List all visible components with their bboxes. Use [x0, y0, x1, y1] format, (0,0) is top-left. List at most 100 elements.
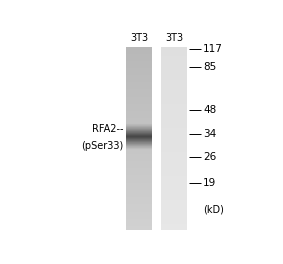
Bar [127, 199, 152, 200]
Bar [162, 96, 187, 97]
Bar [127, 213, 152, 214]
Bar [127, 169, 152, 170]
Bar [162, 128, 187, 129]
Bar [162, 74, 187, 75]
Bar [127, 69, 152, 70]
Bar [162, 197, 187, 198]
Bar [127, 105, 152, 106]
Bar [162, 92, 187, 93]
Bar [162, 226, 187, 227]
Bar [127, 50, 152, 51]
Bar [162, 88, 187, 89]
Bar [162, 145, 187, 146]
Bar [162, 76, 187, 77]
Bar [127, 60, 152, 61]
Bar [162, 121, 187, 122]
Bar [162, 186, 187, 187]
Bar [127, 203, 152, 204]
Bar [162, 162, 187, 163]
Bar [127, 164, 152, 165]
Bar [162, 86, 187, 87]
Bar [162, 183, 187, 184]
Bar [162, 187, 187, 188]
Bar [127, 126, 152, 127]
Bar [127, 142, 152, 143]
Bar [127, 220, 152, 221]
Text: RFA2--: RFA2-- [92, 124, 123, 134]
Bar [127, 120, 152, 121]
Bar [162, 164, 187, 165]
Bar [127, 103, 152, 104]
Bar [127, 147, 152, 148]
Bar [162, 171, 187, 172]
Bar [127, 214, 152, 215]
Bar [127, 49, 152, 50]
Bar [127, 57, 152, 58]
Bar [127, 201, 152, 202]
Bar [162, 192, 187, 193]
Bar [127, 181, 152, 182]
Bar [162, 209, 187, 210]
Bar [162, 93, 187, 94]
Text: (kD): (kD) [203, 205, 224, 215]
Bar [127, 215, 152, 216]
Bar [127, 163, 152, 164]
Bar [127, 88, 152, 89]
Bar [162, 123, 187, 124]
Bar [127, 224, 152, 225]
Bar [127, 218, 152, 219]
Bar [162, 163, 187, 164]
Bar [162, 104, 187, 105]
Bar [162, 214, 187, 215]
Bar [162, 131, 187, 132]
Bar [127, 83, 152, 84]
Bar [162, 120, 187, 121]
Bar [127, 85, 152, 86]
Bar [127, 90, 152, 91]
Bar [127, 168, 152, 169]
Bar [127, 189, 152, 190]
Bar [162, 176, 187, 177]
Bar [162, 201, 187, 202]
Bar [127, 55, 152, 56]
Bar [127, 99, 152, 100]
Bar [162, 148, 187, 149]
Bar [127, 70, 152, 71]
Bar [127, 95, 152, 96]
Bar [127, 107, 152, 108]
Bar [127, 130, 152, 131]
Bar [162, 61, 187, 62]
Bar [127, 222, 152, 223]
Bar [162, 108, 187, 109]
Bar [162, 75, 187, 76]
Bar [162, 210, 187, 211]
Bar [162, 73, 187, 74]
Bar [162, 170, 187, 171]
Bar [162, 51, 187, 52]
Bar [127, 137, 152, 138]
Bar [127, 212, 152, 213]
Bar [162, 116, 187, 117]
Bar [162, 89, 187, 90]
Bar [127, 217, 152, 218]
Bar [162, 94, 187, 95]
Bar [162, 135, 187, 136]
Bar [127, 197, 152, 198]
Bar [127, 166, 152, 167]
Bar [162, 188, 187, 189]
Bar [162, 215, 187, 216]
Bar [162, 207, 187, 208]
Bar [127, 102, 152, 103]
Bar [127, 161, 152, 162]
Bar [127, 225, 152, 226]
Bar [162, 82, 187, 83]
Bar [162, 138, 187, 139]
Bar [162, 60, 187, 61]
Bar [162, 213, 187, 214]
Bar [127, 86, 152, 87]
Bar [127, 92, 152, 93]
Bar [162, 137, 187, 138]
Bar [127, 192, 152, 193]
Bar [127, 177, 152, 178]
Bar [162, 105, 187, 106]
